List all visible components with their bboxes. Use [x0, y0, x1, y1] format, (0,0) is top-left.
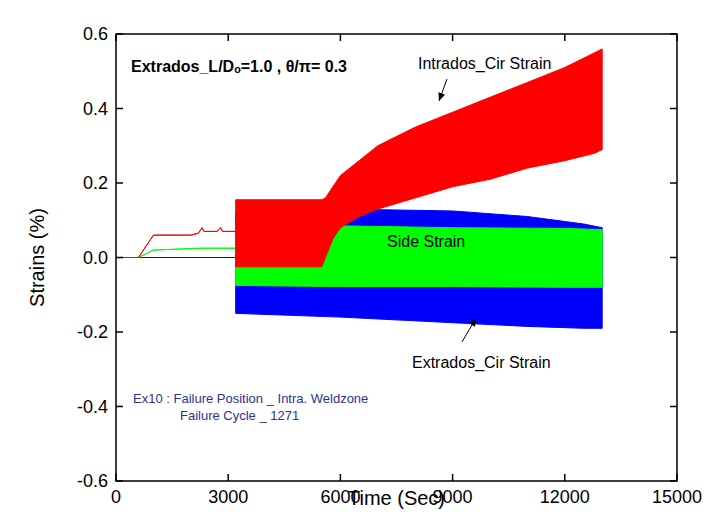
y-tick-label: 0.6 — [83, 24, 108, 44]
annotation-arrow — [462, 318, 476, 342]
y-tick-right — [670, 108, 677, 110]
y-tick — [116, 480, 123, 482]
plot-frame — [116, 34, 677, 481]
note: Ex10 : Failure Position _ Intra. Weldzon… — [133, 391, 368, 406]
x-tick-label: 12000 — [540, 487, 590, 507]
annotation-arrowhead — [469, 318, 476, 327]
x-tick — [115, 474, 117, 481]
x-tick-label: 0 — [111, 487, 121, 507]
y-tick-label: 0.4 — [83, 99, 108, 119]
y-tick-right — [670, 480, 677, 482]
x-tick — [564, 474, 566, 481]
x-axis-label: Time (Sec) — [348, 487, 445, 509]
y-tick-right — [670, 257, 677, 259]
y-axis-label: Strains (%) — [26, 208, 48, 307]
y-tick-right — [670, 182, 677, 184]
x-tick-label: 15000 — [652, 487, 702, 507]
strain-band — [116, 209, 602, 328]
y-tick-label: -0.6 — [77, 471, 108, 491]
y-tick — [116, 257, 123, 259]
annotation-arrow — [439, 79, 447, 101]
y-tick — [116, 33, 123, 35]
y-tick — [116, 331, 123, 333]
x-tick-top — [227, 34, 229, 41]
y-tick-right — [670, 331, 677, 333]
strain-band — [116, 49, 602, 267]
chart: 03000600090001200015000-0.6-0.4-0.20.00.… — [0, 0, 712, 524]
chart-title: Extrados_L/Dₒ=1.0 , θ/π= 0.3 — [131, 58, 347, 75]
note: Failure Cycle _ 1271 — [180, 408, 299, 423]
x-tick — [227, 474, 229, 481]
y-tick-right — [670, 406, 677, 408]
plot-data — [116, 49, 602, 328]
x-tick-top — [564, 34, 566, 41]
x-tick-top — [676, 34, 678, 41]
y-tick-label: -0.2 — [77, 322, 108, 342]
x-tick-top — [452, 34, 454, 41]
x-tick — [676, 474, 678, 481]
x-tick — [340, 474, 342, 481]
x-tick-label: 3000 — [208, 487, 248, 507]
series-label: Extrados_Cir Strain — [412, 354, 551, 372]
y-tick — [116, 108, 123, 110]
y-tick — [116, 182, 123, 184]
x-tick-top — [340, 34, 342, 41]
series-label: Intrados_Cir Strain — [418, 55, 551, 73]
y-tick-right — [670, 33, 677, 35]
y-tick-label: 0.0 — [83, 248, 108, 268]
y-tick-label: -0.4 — [77, 397, 108, 417]
x-tick — [452, 474, 454, 481]
series-label: Side Strain — [387, 233, 465, 250]
y-tick — [116, 406, 123, 408]
annotation-arrowhead — [438, 92, 445, 101]
x-tick-top — [115, 34, 117, 41]
y-tick-label: 0.2 — [83, 173, 108, 193]
